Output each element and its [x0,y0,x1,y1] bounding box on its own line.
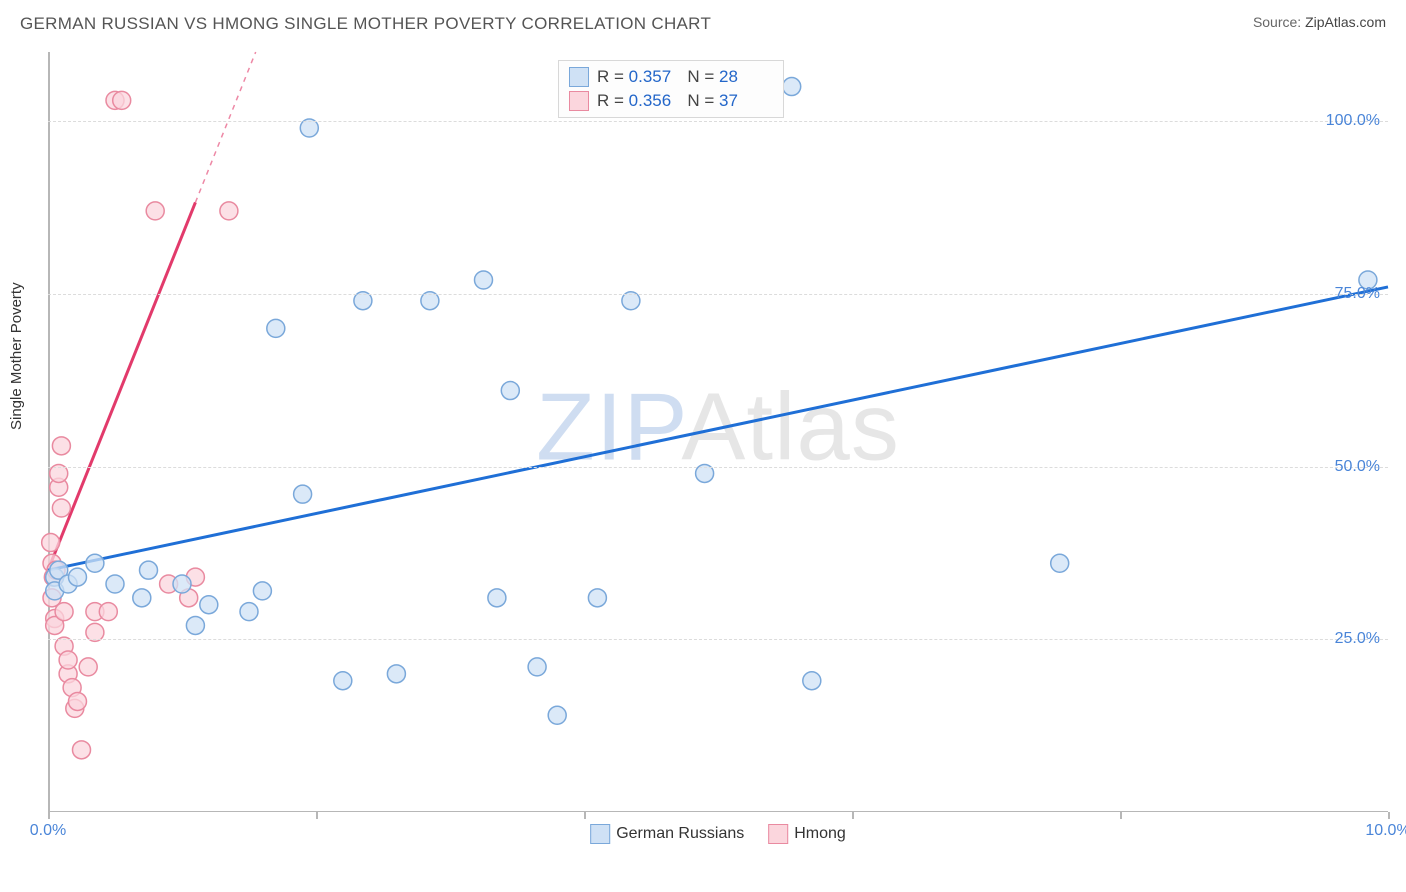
legend-swatch [590,824,610,844]
legend-stat-row: R = 0.357 N = 28 [569,65,773,89]
x-tick-mark [852,812,854,819]
x-tick-label: 0.0% [30,822,66,840]
scatter-svg [48,52,1388,812]
legend-swatch [768,824,788,844]
chart-plot-area: ZIPAtlas R = 0.357 N = 28R = 0.356 N = 3… [48,52,1388,812]
x-tick-mark [316,812,318,819]
legend-series-item: German Russians [590,824,744,844]
x-tick-mark [1120,812,1122,819]
x-tick-mark [1388,812,1390,819]
source-label: Source: [1253,14,1305,30]
y-tick-label: 75.0% [1335,285,1380,303]
y-tick-label: 50.0% [1335,458,1380,476]
source-attribution: Source: ZipAtlas.com [1253,14,1386,30]
gridline [48,294,1388,295]
y-tick-label: 100.0% [1326,112,1380,130]
y-tick-label: 25.0% [1335,630,1380,648]
x-tick-mark [48,812,50,819]
source-value: ZipAtlas.com [1305,14,1386,30]
gridline [48,639,1388,640]
x-tick-mark [584,812,586,819]
legend-stat-text: R = 0.357 N = 28 [597,67,773,87]
y-axis-label: Single Mother Poverty [8,282,25,430]
legend-stat-row: R = 0.356 N = 37 [569,89,773,113]
gridline [48,121,1388,122]
legend-swatch [569,67,589,87]
x-tick-label: 10.0% [1365,822,1406,840]
legend-swatch [569,91,589,111]
legend-series-label: German Russians [616,825,744,842]
gridline [48,467,1388,468]
legend-series: German Russians Hmong [590,824,846,844]
legend-series-item: Hmong [768,824,846,844]
legend-stat-text: R = 0.356 N = 37 [597,91,773,111]
legend-series-label: Hmong [794,825,846,842]
chart-title: GERMAN RUSSIAN VS HMONG SINGLE MOTHER PO… [20,14,711,34]
legend-stats: R = 0.357 N = 28 R = 0.356 N = 37 [558,60,784,118]
